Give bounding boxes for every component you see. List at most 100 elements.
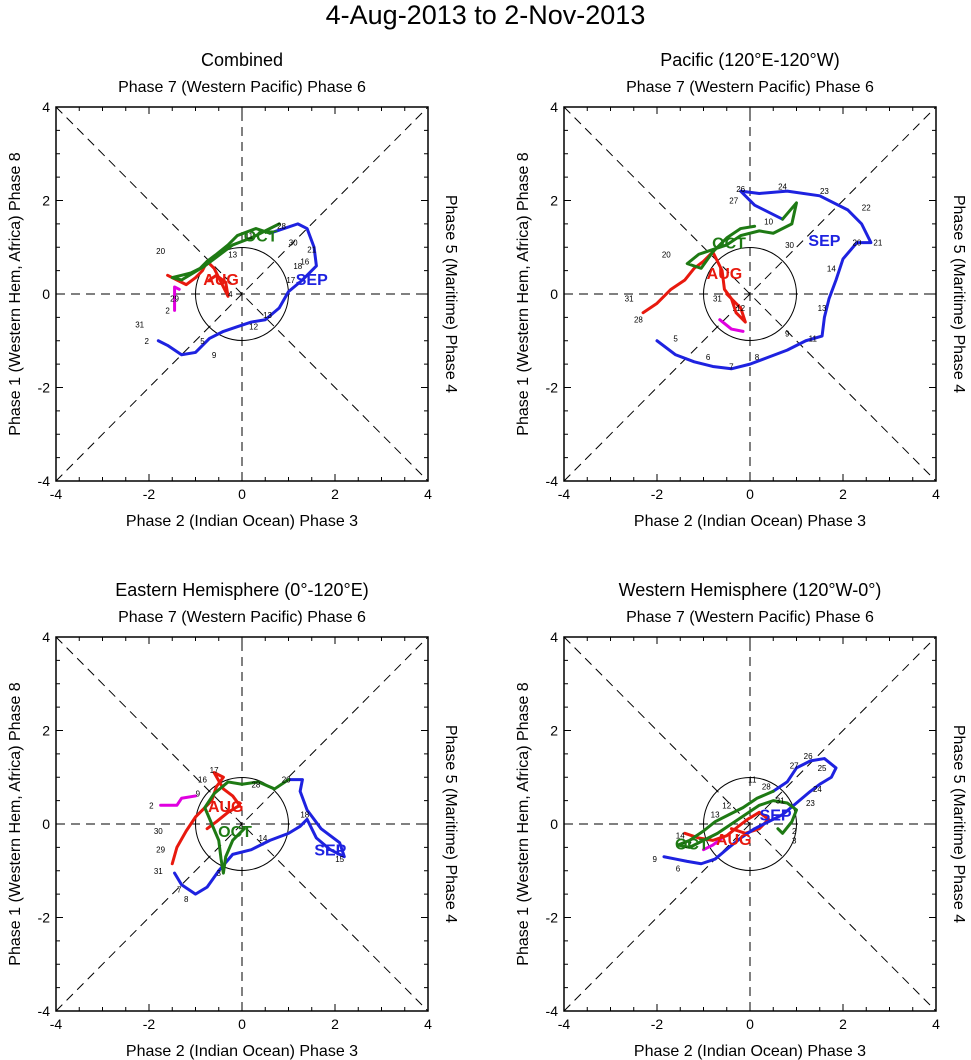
- x-tick-label: -2: [651, 1016, 664, 1032]
- series-line-oct: [203, 778, 290, 875]
- x-tick-label: -4: [558, 486, 571, 502]
- series-line-oct: [170, 222, 281, 282]
- day-label: 31: [776, 797, 785, 806]
- day-label: 2: [149, 801, 154, 810]
- panel-title: Pacific (120°E-120°W): [660, 50, 839, 70]
- left-axis-label: Phase 1 (Western Hem, Africa) Phase 8: [7, 682, 24, 965]
- month-label-oct: OCT: [712, 236, 746, 253]
- y-tick-label: 4: [42, 99, 50, 115]
- day-label: 30: [289, 239, 298, 248]
- day-label: 15: [335, 855, 344, 864]
- y-tick-label: -2: [546, 380, 559, 396]
- phase-divider-antidiagonal: [55, 636, 429, 1012]
- day-label: 12: [722, 801, 731, 810]
- day-label: 24: [778, 182, 787, 191]
- x-tick-label: -4: [558, 1016, 571, 1032]
- day-label: 2: [144, 337, 149, 346]
- panel-title: Western Hemisphere (120°W-0°): [619, 580, 882, 600]
- day-label: 28: [762, 783, 771, 792]
- chart-panel-2: Pacific (120°E-120°W) Phase 7 (Western Pa…: [515, 50, 967, 530]
- y-tick-label: 0: [42, 286, 50, 302]
- x-tick-label: 2: [331, 1016, 339, 1032]
- x-tick-label: -2: [651, 486, 664, 502]
- month-label-sep: SEP: [314, 843, 346, 860]
- series-line-jul: [159, 794, 197, 807]
- day-label: 29: [170, 295, 179, 304]
- month-label-sep: SEP: [808, 233, 840, 250]
- main-title: 4-Aug-2013 to 2-Nov-2013: [325, 0, 646, 30]
- day-label: 28: [251, 780, 260, 789]
- left-axis-label: Phase 1 (Western Hem, Africa) Phase 8: [7, 152, 24, 435]
- day-label: 12: [249, 323, 258, 332]
- y-tick-label: 4: [550, 99, 558, 115]
- chart-panel-3: Eastern Hemisphere (0°-120°E) Phase 7 (We…: [7, 580, 459, 1060]
- series-line-aug: [641, 250, 747, 324]
- x-tick-label: 0: [746, 486, 754, 502]
- series-line-jul: [702, 836, 724, 852]
- day-label: 3: [792, 836, 797, 845]
- month-label-oct: OCT: [244, 229, 278, 246]
- panel-title: Eastern Hemisphere (0°-120°E): [115, 580, 369, 600]
- x-tick-label: 0: [238, 486, 246, 502]
- day-label: 2: [165, 306, 170, 315]
- y-tick-label: 0: [42, 816, 50, 832]
- day-label: 13: [711, 811, 720, 820]
- month-label-sep: SEP: [296, 272, 328, 289]
- x-tick-label: 2: [839, 486, 847, 502]
- day-label: 22: [862, 204, 871, 213]
- bottom-axis-label: Phase 2 (Indian Ocean) Phase 3: [126, 513, 358, 530]
- series-line-aug: [170, 771, 242, 866]
- day-label: 31: [713, 295, 722, 304]
- day-label: 14: [827, 264, 836, 273]
- top-axis-label: Phase 7 (Western Pacific) Phase 6: [626, 79, 874, 96]
- y-tick-label: -2: [38, 380, 51, 396]
- day-label: 26: [804, 752, 813, 761]
- day-label: 20: [852, 239, 861, 248]
- day-label: 24: [813, 785, 822, 794]
- phase-divider-antidiagonal: [563, 106, 937, 482]
- day-label: 5: [673, 334, 678, 343]
- bottom-axis-label: Phase 2 (Indian Ocean) Phase 3: [634, 513, 866, 530]
- y-tick-label: 4: [550, 629, 558, 645]
- x-tick-label: -2: [143, 486, 156, 502]
- month-label-aug: AUG: [203, 272, 239, 289]
- y-tick-label: 2: [42, 193, 50, 209]
- day-label: 17: [683, 841, 692, 850]
- day-label: 6: [706, 353, 711, 362]
- y-tick-label: -4: [38, 473, 51, 489]
- unit-circle: [703, 247, 797, 341]
- day-label: 31: [625, 295, 634, 304]
- x-tick-label: 2: [331, 486, 339, 502]
- series-line-sep: [156, 222, 318, 357]
- x-tick-label: 4: [932, 1016, 940, 1032]
- day-label: 9: [196, 790, 201, 799]
- day-label: 16: [300, 257, 309, 266]
- y-tick-label: 0: [550, 816, 558, 832]
- day-label: 23: [806, 799, 815, 808]
- day-label: 20: [282, 776, 291, 785]
- y-tick-label: -4: [546, 473, 559, 489]
- day-label: 26: [736, 185, 745, 194]
- day-label: 7: [177, 885, 182, 894]
- bottom-axis-label: Phase 2 (Indian Ocean) Phase 3: [634, 1043, 866, 1060]
- x-tick-label: 4: [424, 1016, 432, 1032]
- y-tick-label: -4: [38, 1003, 51, 1019]
- right-axis-label: Phase 5 (Maritime) Phase 4: [442, 725, 459, 923]
- chart-panel-4: Western Hemisphere (120°W-0°) Phase 7 (We…: [515, 580, 967, 1060]
- panel-title: Combined: [201, 50, 283, 70]
- day-label: 8: [755, 353, 760, 362]
- day-label: 2: [792, 827, 797, 836]
- day-label: 18: [293, 262, 302, 271]
- month-label-sep: SEP: [760, 808, 792, 825]
- series-line-jul: [173, 285, 181, 312]
- month-label-aug: AUG: [208, 799, 244, 816]
- day-label: 28: [634, 316, 643, 325]
- series-line-sep: [655, 189, 873, 371]
- phase-divider-antidiagonal: [563, 636, 937, 1012]
- series-line-sep: [173, 778, 346, 896]
- series-line-sep: [662, 757, 838, 866]
- day-label: 7: [729, 362, 734, 371]
- unit-circle: [195, 777, 289, 871]
- day-label: 9: [652, 855, 657, 864]
- series-line-aug: [166, 259, 230, 298]
